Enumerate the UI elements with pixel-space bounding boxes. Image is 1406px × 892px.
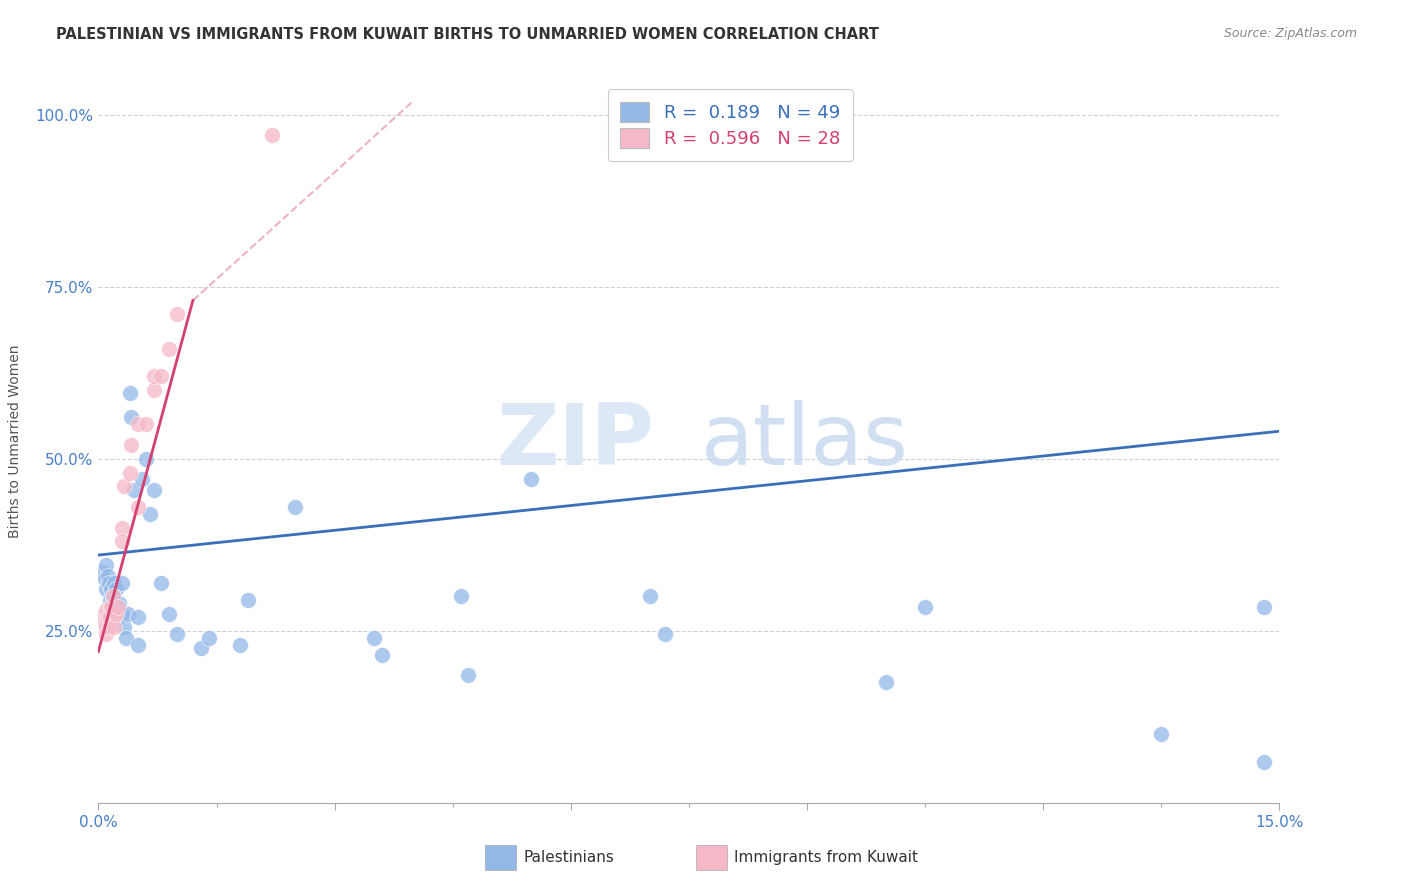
Point xyxy=(150,369,173,384)
Point xyxy=(97,610,120,624)
Point xyxy=(121,438,143,452)
Point xyxy=(107,610,129,624)
Point xyxy=(135,417,157,432)
Point xyxy=(100,582,122,597)
Point xyxy=(93,572,115,586)
Point xyxy=(104,582,127,597)
Point xyxy=(112,620,135,634)
Point xyxy=(875,675,897,690)
Point xyxy=(142,383,165,397)
Point xyxy=(112,479,135,493)
Point xyxy=(98,610,121,624)
Point xyxy=(93,616,115,631)
Point xyxy=(98,575,121,590)
Point xyxy=(111,607,134,621)
Point xyxy=(457,668,479,682)
Point xyxy=(111,520,134,534)
Point xyxy=(1253,755,1275,769)
Point xyxy=(197,631,219,645)
Text: Immigrants from Kuwait: Immigrants from Kuwait xyxy=(734,850,918,864)
Point xyxy=(190,640,212,655)
Point xyxy=(91,566,114,580)
Point xyxy=(101,590,124,604)
Point xyxy=(105,599,128,614)
Point xyxy=(157,607,180,621)
Point xyxy=(127,500,149,514)
Point xyxy=(96,558,118,573)
Point xyxy=(229,638,252,652)
Point xyxy=(236,592,259,607)
Point xyxy=(1253,599,1275,614)
Point xyxy=(118,386,141,401)
Text: Palestinians: Palestinians xyxy=(523,850,614,864)
Point xyxy=(100,599,122,614)
Point xyxy=(520,472,543,486)
Point xyxy=(115,631,138,645)
Text: PALESTINIAN VS IMMIGRANTS FROM KUWAIT BIRTHS TO UNMARRIED WOMEN CORRELATION CHAR: PALESTINIAN VS IMMIGRANTS FROM KUWAIT BI… xyxy=(56,27,879,42)
Point xyxy=(122,483,145,497)
Point xyxy=(96,603,118,617)
Point xyxy=(127,417,149,432)
Point xyxy=(284,500,307,514)
Point xyxy=(103,610,125,624)
Point xyxy=(166,307,188,321)
Point xyxy=(111,575,134,590)
Point xyxy=(96,627,118,641)
Y-axis label: Births to Unmarried Women: Births to Unmarried Women xyxy=(7,345,21,538)
Point xyxy=(142,483,165,497)
Point xyxy=(101,590,124,604)
Point xyxy=(914,599,936,614)
Point xyxy=(111,534,134,549)
Point xyxy=(118,466,141,480)
Point xyxy=(107,599,129,614)
Point xyxy=(103,592,125,607)
Point xyxy=(104,607,127,621)
Point xyxy=(260,128,283,143)
Point xyxy=(135,451,157,466)
Point xyxy=(117,607,139,621)
Point xyxy=(91,610,114,624)
Point xyxy=(108,596,131,610)
Point xyxy=(363,631,385,645)
Point xyxy=(103,575,125,590)
Point xyxy=(127,638,149,652)
Point xyxy=(121,410,143,425)
Point xyxy=(654,627,676,641)
Point xyxy=(98,592,121,607)
Text: ZIP: ZIP xyxy=(496,400,654,483)
Point xyxy=(166,627,188,641)
Point xyxy=(138,507,160,521)
Point xyxy=(450,590,472,604)
Point xyxy=(127,610,149,624)
Point xyxy=(638,590,661,604)
Legend: R =  0.189   N = 49, R =  0.596   N = 28: R = 0.189 N = 49, R = 0.596 N = 28 xyxy=(607,89,852,161)
Point xyxy=(103,620,125,634)
Point xyxy=(98,620,121,634)
Point xyxy=(96,582,118,597)
Point xyxy=(142,369,165,384)
Point xyxy=(150,575,173,590)
Point xyxy=(157,342,180,356)
Point xyxy=(131,472,153,486)
Point xyxy=(1150,727,1173,741)
Point xyxy=(96,620,118,634)
Text: atlas: atlas xyxy=(700,400,908,483)
Text: Source: ZipAtlas.com: Source: ZipAtlas.com xyxy=(1223,27,1357,40)
Point xyxy=(371,648,394,662)
Point xyxy=(97,568,120,582)
